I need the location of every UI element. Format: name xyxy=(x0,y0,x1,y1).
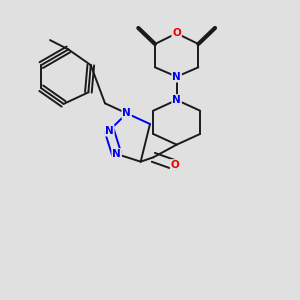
Text: N: N xyxy=(112,149,121,159)
Text: O: O xyxy=(172,28,181,38)
Text: N: N xyxy=(105,126,114,136)
Text: O: O xyxy=(171,160,179,170)
Text: N: N xyxy=(172,72,181,82)
Text: N: N xyxy=(172,95,181,105)
Text: N: N xyxy=(122,108,131,118)
